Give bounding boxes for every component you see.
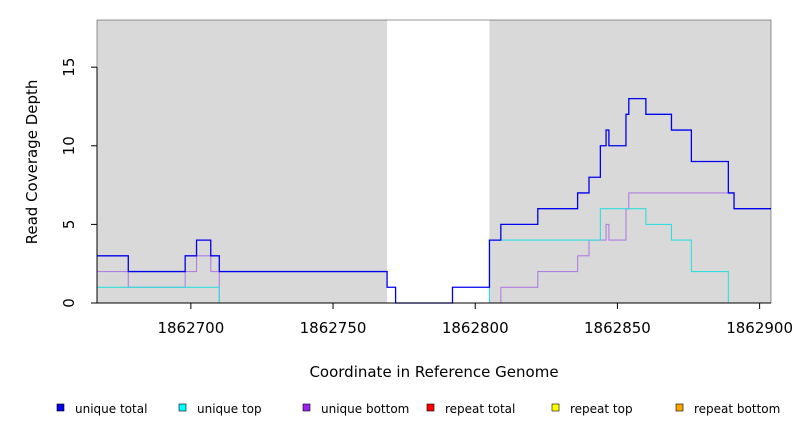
legend-swatch — [426, 403, 435, 412]
y-tick-label: 0 — [60, 298, 78, 308]
x-tick-label: 1862700 — [157, 319, 224, 337]
axes: 1862700 1862750 1862800 1862850 1862900 0 5 10 1… — [60, 58, 792, 337]
legend-label: repeat top — [570, 402, 633, 416]
y-tick-label: 10 — [60, 136, 78, 155]
legend-label: repeat bottom — [694, 402, 780, 416]
legend-swatch — [56, 403, 65, 412]
legend-label: unique top — [197, 402, 262, 416]
x-tick-label: 1862800 — [442, 319, 509, 337]
legend-swatch — [302, 403, 311, 412]
series-unique-total — [97, 97, 771, 304]
y-tick-label: 15 — [60, 58, 78, 77]
x-tick-label: 1862750 — [300, 319, 367, 337]
legend-label: unique total — [75, 402, 147, 416]
legend-label: repeat total — [445, 402, 515, 416]
shaded-regions — [97, 20, 771, 303]
series-unique-top — [97, 208, 771, 304]
legend-label: unique bottom — [321, 402, 409, 416]
y-axis-title: Read Coverage Depth — [23, 80, 41, 245]
y-tick-label: 5 — [60, 220, 78, 230]
legend-swatch — [551, 403, 560, 412]
x-axis-title: Coordinate in Reference Genome — [309, 363, 558, 381]
shaded-region-0 — [97, 20, 388, 303]
legend-swatch — [675, 403, 684, 412]
legend: unique total unique top unique bottom repea… — [56, 402, 780, 416]
legend-swatch — [178, 403, 187, 412]
x-tick-label: 1862900 — [726, 319, 792, 337]
x-tick-label: 1862850 — [584, 319, 651, 337]
